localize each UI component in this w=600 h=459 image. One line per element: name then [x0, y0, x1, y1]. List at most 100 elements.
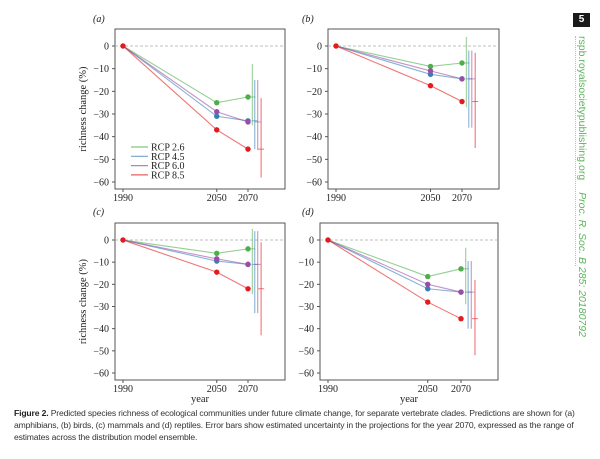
- panel-a: (a) 0 −10 −20 −30 −40 −50 −60 1990 2050 2070 richne…: [78, 14, 286, 204]
- y-tick-label: −60: [93, 369, 109, 380]
- data-point: [425, 286, 431, 292]
- x-tick-label: 1990: [113, 384, 133, 395]
- y-tick-label: −60: [306, 178, 322, 189]
- panel-label: (a): [93, 14, 105, 25]
- y-tick-label: −30: [306, 110, 322, 121]
- x-tick-label: 1990: [113, 193, 133, 204]
- legend-label: RCP 8.5: [151, 170, 185, 181]
- y-tick-label: −10: [298, 258, 314, 269]
- page-number: 5: [573, 13, 590, 27]
- y-tick-label: −40: [93, 324, 109, 335]
- data-point: [214, 269, 220, 275]
- journal-citation: Proc. R. Soc. B 285: 20180792: [576, 192, 588, 337]
- data-point: [427, 82, 434, 89]
- series-line-RCP26: [327, 239, 462, 278]
- x-tick-label: 2050: [418, 384, 438, 395]
- series-line-RCP60: [122, 239, 249, 265]
- y-tick-label: −20: [93, 280, 109, 291]
- data-point: [214, 113, 220, 119]
- x-axis-label: year: [400, 394, 419, 405]
- data-point: [245, 146, 251, 152]
- x-tick-label: 2050: [207, 193, 227, 204]
- x-tick-label: 2070: [238, 193, 258, 204]
- caption-text: Predicted species richness of ecological…: [14, 408, 575, 442]
- caption-label: Figure 2.: [14, 408, 49, 418]
- y-tick-label: −10: [306, 64, 322, 75]
- plot-frame: [319, 222, 499, 381]
- y-tick-label: 0: [104, 236, 109, 247]
- data-point: [458, 289, 464, 295]
- y-tick-label: 0: [104, 42, 109, 53]
- data-point: [458, 266, 464, 272]
- panel-b: (b) 0 −10 −20 −30 −40 −50 −60 1990 2050 2070: [302, 14, 500, 204]
- series-line-RCP26: [122, 45, 249, 104]
- margin-divider: [575, 36, 576, 266]
- data-point: [427, 63, 434, 70]
- y-tick-label: −30: [93, 110, 109, 121]
- figure-caption: Figure 2. Predicted species richness of …: [14, 407, 592, 443]
- y-axis-label: richness change (%): [78, 66, 89, 152]
- y-tick-label: −60: [93, 178, 109, 189]
- data-point: [245, 286, 251, 292]
- legend-label: RCP 2.6: [151, 143, 185, 154]
- y-tick-label: −20: [306, 87, 322, 98]
- y-tick-label: −40: [306, 132, 322, 143]
- y-tick-label: −50: [93, 155, 109, 166]
- data-point: [425, 299, 431, 305]
- data-point: [459, 76, 465, 82]
- data-point: [245, 261, 251, 268]
- y-tick-label: −30: [93, 302, 109, 313]
- data-point: [333, 43, 339, 49]
- journal-url[interactable]: rspb.royalsocietypublishing.org: [576, 36, 588, 181]
- y-tick-label: 0: [309, 236, 314, 247]
- data-point: [245, 94, 251, 100]
- data-point: [425, 281, 431, 288]
- panel-d: (d) 0 −10 −20 −30 −40 −50 −60 1990 2050 2070 year: [298, 207, 499, 405]
- x-tick-label: 1990: [326, 193, 346, 204]
- data-point: [325, 237, 331, 243]
- legend-label: RCP 6.0: [151, 161, 185, 172]
- data-point: [459, 60, 465, 66]
- x-tick-label: 1990: [318, 384, 338, 395]
- plot-frame: [114, 28, 286, 190]
- series-line-RCP85: [327, 239, 462, 320]
- panel-c: (c) 0 −10 −20 −30 −40 −50 −60 1990 2050 2070 richne…: [78, 207, 286, 405]
- data-point: [120, 43, 126, 49]
- x-tick-label: 2070: [238, 384, 258, 395]
- y-tick-label: −60: [298, 369, 314, 380]
- x-axis-label: year: [191, 394, 210, 405]
- journal-margin-text: rspb.royalsocietypublishing.org Proc. R. …: [576, 36, 588, 337]
- x-tick-label: 2050: [421, 193, 441, 204]
- series-line-RCP26: [335, 45, 463, 67]
- x-tick-label: 2050: [207, 384, 227, 395]
- y-tick-label: −40: [93, 132, 109, 143]
- data-point: [245, 246, 251, 252]
- y-tick-label: −50: [306, 155, 322, 166]
- y-tick-label: −10: [93, 64, 109, 75]
- y-tick-label: −20: [298, 280, 314, 291]
- x-tick-label: 2070: [451, 384, 471, 395]
- series-line-RCP60: [335, 45, 463, 80]
- data-point: [427, 68, 434, 74]
- y-tick-label: 0: [317, 42, 322, 53]
- data-point: [214, 109, 220, 115]
- data-point: [458, 315, 464, 322]
- panel-label: (b): [302, 14, 314, 25]
- y-tick-label: −30: [298, 302, 314, 313]
- data-point: [245, 119, 251, 125]
- data-point: [425, 273, 431, 280]
- panel-label: (c): [93, 207, 105, 218]
- y-tick-label: −50: [298, 346, 314, 357]
- y-tick-label: −10: [93, 258, 109, 269]
- y-tick-label: −20: [93, 87, 109, 98]
- y-tick-label: −40: [298, 324, 314, 335]
- y-tick-label: −50: [93, 346, 109, 357]
- x-tick-label: 2070: [452, 193, 472, 204]
- plot-frame: [114, 222, 286, 381]
- data-point: [214, 99, 220, 106]
- data-point: [120, 237, 126, 243]
- series-line-RCP85: [122, 239, 249, 290]
- series-line-RCP85: [122, 45, 249, 150]
